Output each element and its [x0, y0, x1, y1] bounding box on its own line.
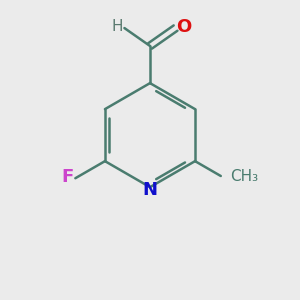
Text: F: F: [61, 168, 73, 186]
Text: N: N: [142, 181, 158, 199]
Text: CH₃: CH₃: [230, 169, 258, 184]
Text: O: O: [176, 19, 191, 37]
Text: H: H: [111, 20, 123, 34]
